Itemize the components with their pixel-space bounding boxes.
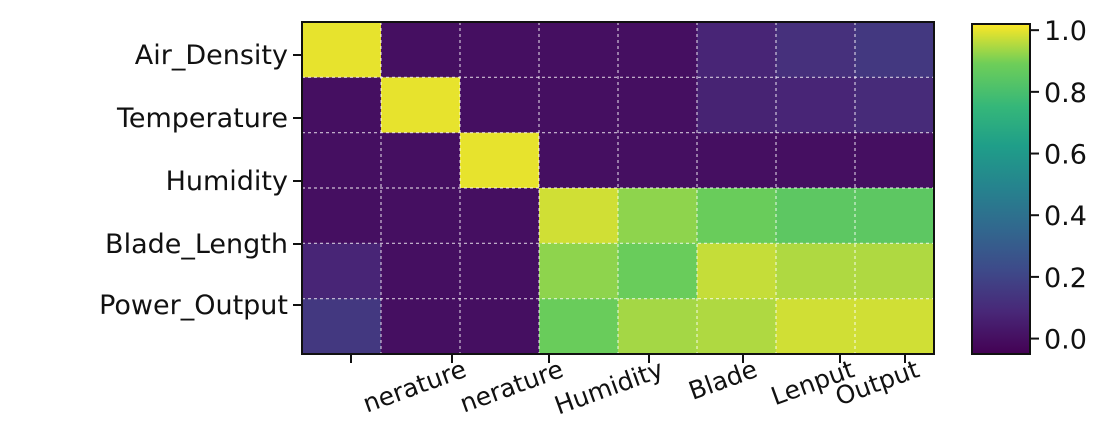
heatmap-cell	[381, 132, 461, 189]
colorbar-tick-label: 0.4	[1044, 201, 1087, 232]
heatmap-cell	[460, 22, 540, 78]
y-tick-label: Power_Output	[99, 290, 288, 321]
heatmap-cell	[460, 298, 540, 355]
y-tick-label: Humidity	[166, 166, 288, 197]
heatmap-cell	[855, 188, 935, 244]
heatmap-cell	[539, 188, 619, 244]
heatmap-cell	[776, 77, 856, 134]
heatmap-cell	[618, 22, 698, 78]
heatmap-cell	[776, 188, 856, 244]
heatmap-cell	[460, 132, 540, 189]
heatmap-cell	[539, 298, 619, 355]
heatmap-cell	[460, 77, 540, 134]
heatmap-cell	[381, 22, 461, 78]
heatmap-cell	[539, 132, 619, 189]
heatmap-cell	[855, 243, 935, 300]
heatmap-cell	[776, 298, 856, 355]
heatmap-cell	[539, 243, 619, 300]
x-tick-label: nerature	[359, 354, 470, 418]
heatmap-cell	[618, 77, 698, 134]
colorbar-ticks: 0.0 0.2 0.4 0.6 0.8 1.0	[1030, 16, 1087, 356]
heatmap-cell	[855, 132, 935, 189]
heatmap-cell	[855, 298, 935, 355]
heatmap-cell	[697, 77, 777, 134]
heatmap-cells	[302, 22, 935, 355]
y-tick-label: Temperature	[116, 103, 288, 134]
heatmap-cell	[618, 243, 698, 300]
x-tick-label: nerature	[456, 354, 567, 418]
heatmap-cell	[697, 132, 777, 189]
y-axis-labels: Air_Density Temperature Humidity Blade_Leng…	[99, 40, 302, 321]
heatmap-cell	[381, 243, 461, 300]
heatmap-cell	[539, 22, 619, 78]
heatmap-cell	[381, 188, 461, 244]
colorbar-tick-label: 1.0	[1044, 16, 1087, 47]
heatmap-cell	[381, 77, 461, 134]
plot-frame	[301, 21, 935, 355]
heatmap-cell	[539, 77, 619, 134]
heatmap-cell	[618, 298, 698, 355]
heatmap-cell	[618, 188, 698, 244]
y-tick-label: Blade_Length	[105, 229, 288, 260]
heatmap-cell	[302, 132, 382, 189]
x-tick-label: Blade	[685, 354, 761, 405]
heatmap-cell	[776, 132, 856, 189]
heatmap-gridlines	[302, 22, 934, 354]
heatmap-cell	[302, 77, 382, 134]
heatmap-cell	[697, 188, 777, 244]
heatmap-cell	[302, 298, 382, 355]
heatmap-cell	[855, 77, 935, 134]
heatmap-cell	[302, 243, 382, 300]
heatmap-cell	[776, 22, 856, 78]
y-tick-label: Air_Density	[135, 40, 288, 71]
colorbar-tick-label: 0.8	[1044, 78, 1087, 109]
colorbar-tick-label: 0.0	[1044, 325, 1087, 356]
heatmap-cell	[618, 132, 698, 189]
colorbar-tick-label: 0.2	[1044, 263, 1087, 294]
heatmap-cell	[302, 22, 382, 78]
heatmap-cell	[381, 298, 461, 355]
heatmap-cell	[697, 243, 777, 300]
colorbar	[971, 23, 1031, 355]
heatmap-cell	[855, 22, 935, 78]
heatmap-cell	[460, 188, 540, 244]
heatmap-cell	[697, 298, 777, 355]
x-tick-label: Humidity	[551, 354, 668, 420]
heatmap-cell	[302, 188, 382, 244]
heatmap-cell	[460, 243, 540, 300]
heatmap-cell	[697, 22, 777, 78]
colorbar-tick-label: 0.6	[1044, 140, 1087, 171]
heatmap-cell	[776, 243, 856, 300]
